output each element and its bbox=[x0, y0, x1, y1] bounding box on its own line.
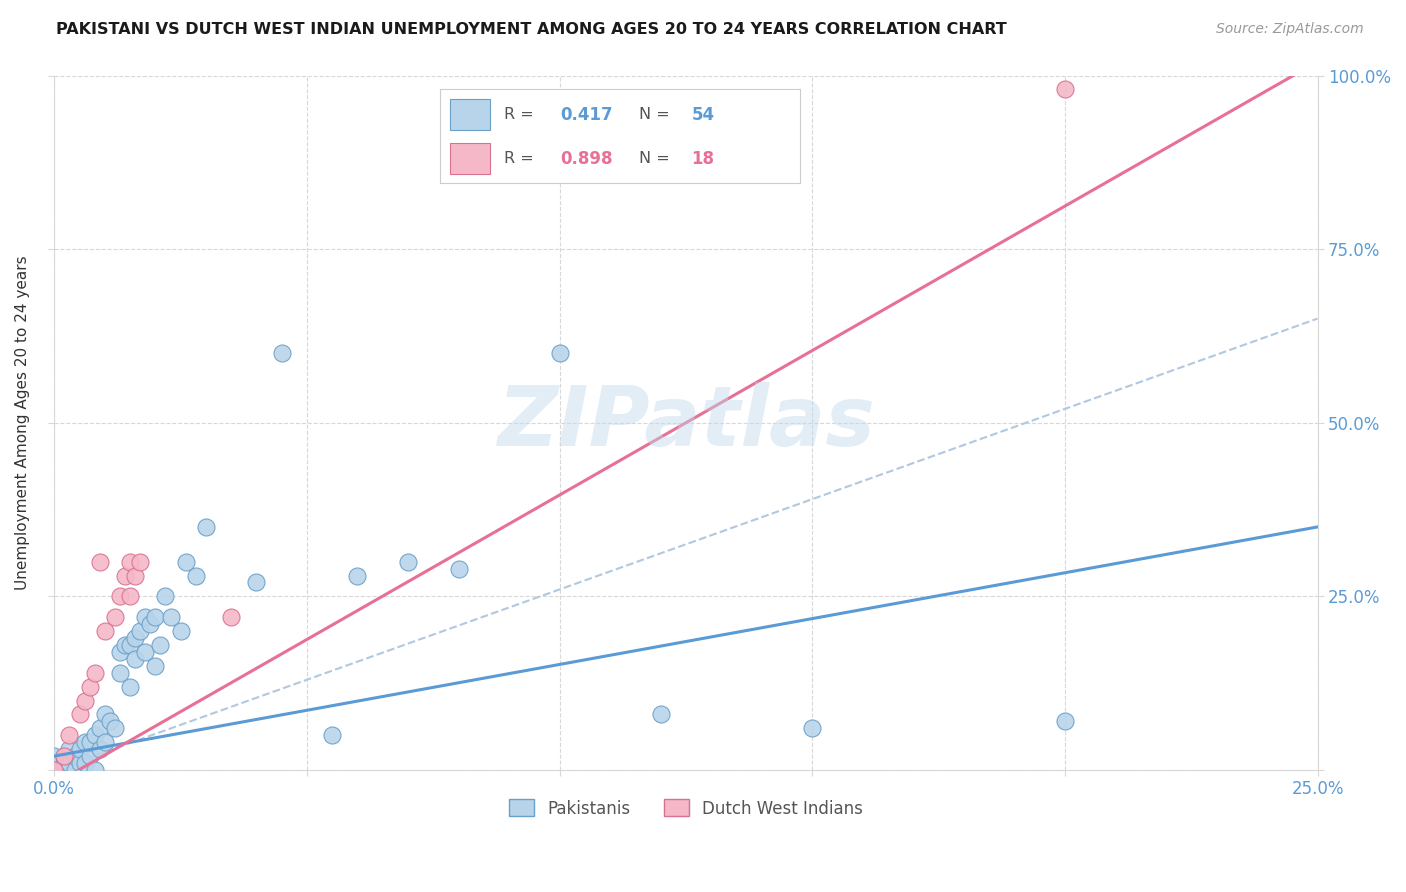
Point bbox=[83, 728, 105, 742]
Point bbox=[44, 749, 66, 764]
Point bbox=[108, 590, 131, 604]
Point bbox=[53, 749, 76, 764]
Point bbox=[108, 645, 131, 659]
Point bbox=[120, 590, 142, 604]
Point bbox=[129, 555, 152, 569]
Point bbox=[134, 610, 156, 624]
Point bbox=[1053, 82, 1076, 96]
Point bbox=[129, 624, 152, 639]
Point bbox=[44, 763, 66, 777]
Point bbox=[73, 735, 96, 749]
Point bbox=[124, 568, 146, 582]
Point bbox=[321, 728, 343, 742]
Point bbox=[108, 665, 131, 680]
Point bbox=[69, 756, 91, 770]
Point bbox=[58, 756, 80, 770]
Point bbox=[104, 610, 127, 624]
Point bbox=[194, 520, 217, 534]
Point bbox=[94, 707, 117, 722]
Point bbox=[145, 658, 167, 673]
Point bbox=[124, 631, 146, 645]
Point bbox=[184, 568, 207, 582]
Point bbox=[548, 346, 571, 360]
Point bbox=[174, 555, 197, 569]
Text: Source: ZipAtlas.com: Source: ZipAtlas.com bbox=[1216, 22, 1364, 37]
Point bbox=[69, 742, 91, 756]
Point bbox=[245, 575, 267, 590]
Point bbox=[98, 714, 121, 729]
Point bbox=[169, 624, 191, 639]
Point bbox=[53, 749, 76, 764]
Point bbox=[89, 722, 111, 736]
Point bbox=[120, 555, 142, 569]
Point bbox=[650, 707, 672, 722]
Point bbox=[139, 617, 162, 632]
Point bbox=[114, 638, 136, 652]
Point bbox=[48, 763, 70, 777]
Point bbox=[89, 742, 111, 756]
Point bbox=[63, 763, 86, 777]
Point bbox=[124, 652, 146, 666]
Point bbox=[58, 742, 80, 756]
Point bbox=[396, 555, 419, 569]
Text: ZIPatlas: ZIPatlas bbox=[496, 383, 875, 463]
Point bbox=[89, 555, 111, 569]
Point bbox=[270, 346, 292, 360]
Point bbox=[120, 638, 142, 652]
Point bbox=[79, 735, 101, 749]
Point bbox=[58, 728, 80, 742]
Point bbox=[73, 693, 96, 707]
Point bbox=[447, 561, 470, 575]
Point bbox=[120, 680, 142, 694]
Point bbox=[134, 645, 156, 659]
Text: PAKISTANI VS DUTCH WEST INDIAN UNEMPLOYMENT AMONG AGES 20 TO 24 YEARS CORRELATIO: PAKISTANI VS DUTCH WEST INDIAN UNEMPLOYM… bbox=[56, 22, 1007, 37]
Point bbox=[145, 610, 167, 624]
Point bbox=[94, 624, 117, 639]
Point bbox=[801, 722, 824, 736]
Point bbox=[94, 735, 117, 749]
Point bbox=[83, 763, 105, 777]
Point bbox=[73, 756, 96, 770]
Point bbox=[44, 763, 66, 777]
Point bbox=[63, 749, 86, 764]
Legend: Pakistanis, Dutch West Indians: Pakistanis, Dutch West Indians bbox=[502, 793, 870, 824]
Point bbox=[83, 665, 105, 680]
Y-axis label: Unemployment Among Ages 20 to 24 years: Unemployment Among Ages 20 to 24 years bbox=[15, 255, 30, 591]
Point bbox=[346, 568, 368, 582]
Point bbox=[53, 756, 76, 770]
Point bbox=[48, 756, 70, 770]
Point bbox=[155, 590, 177, 604]
Point bbox=[79, 749, 101, 764]
Point bbox=[114, 568, 136, 582]
Point bbox=[69, 707, 91, 722]
Point bbox=[149, 638, 172, 652]
Point bbox=[79, 680, 101, 694]
Point bbox=[159, 610, 181, 624]
Point bbox=[104, 722, 127, 736]
Point bbox=[1053, 714, 1076, 729]
Point bbox=[219, 610, 242, 624]
